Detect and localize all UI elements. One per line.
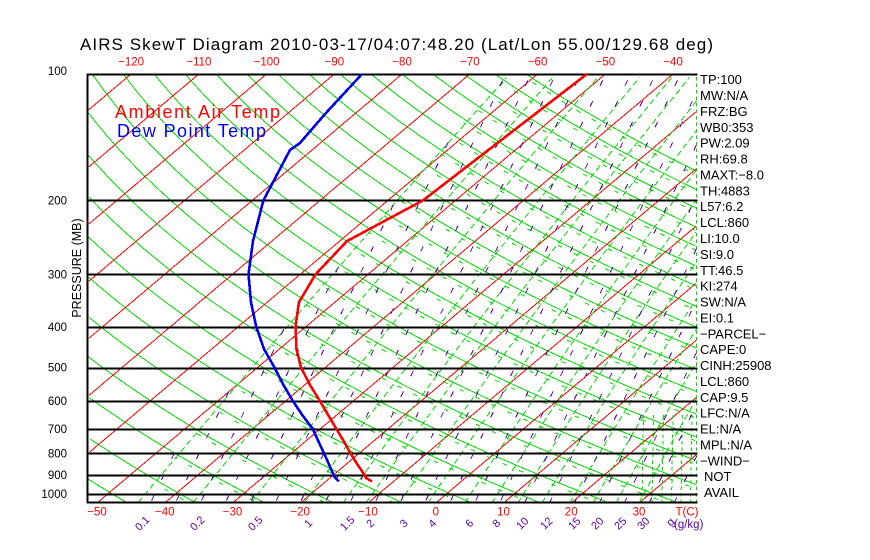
svg-text:200: 200 — [48, 195, 67, 207]
svg-text:Dew Point Temp: Dew Point Temp — [117, 121, 266, 141]
svg-text:−120: −120 — [118, 57, 144, 69]
svg-text:500: 500 — [48, 363, 67, 375]
svg-text:30: 30 — [633, 507, 646, 519]
svg-text:NOT: NOT — [704, 469, 732, 484]
svg-text:CAPE:0: CAPE:0 — [700, 342, 746, 357]
svg-text:700: 700 — [48, 424, 67, 436]
svg-text:−40: −40 — [663, 57, 683, 69]
svg-text:−50: −50 — [87, 507, 107, 519]
svg-text:20: 20 — [565, 507, 578, 519]
svg-text:LCL:860: LCL:860 — [700, 374, 749, 389]
svg-text:CAP:9.5: CAP:9.5 — [700, 390, 748, 405]
svg-text:600: 600 — [48, 396, 67, 408]
svg-text:800: 800 — [48, 448, 67, 460]
svg-text:−80: −80 — [392, 57, 412, 69]
svg-text:−WIND−: −WIND− — [700, 453, 750, 468]
svg-text:MPL:N/A: MPL:N/A — [700, 437, 752, 452]
svg-text:−90: −90 — [325, 57, 345, 69]
svg-text:TT:46.5: TT:46.5 — [700, 263, 743, 278]
svg-text:EI:0.1: EI:0.1 — [700, 310, 734, 325]
svg-text:LI:10.0: LI:10.0 — [700, 231, 740, 246]
svg-text:−70: −70 — [460, 57, 480, 69]
svg-text:SW:N/A: SW:N/A — [700, 295, 746, 310]
svg-text:EL:N/A: EL:N/A — [700, 422, 742, 437]
svg-text:100: 100 — [48, 66, 67, 78]
svg-text:RH:69.8: RH:69.8 — [700, 152, 748, 167]
svg-text:TH:4883: TH:4883 — [700, 183, 750, 198]
svg-text:L57:6.2: L57:6.2 — [700, 199, 743, 214]
svg-text:LCL:860: LCL:860 — [700, 215, 749, 230]
svg-text:−20: −20 — [290, 507, 310, 519]
svg-text:AIRS SkewT Diagram 2010-03-17/: AIRS SkewT Diagram 2010-03-17/04:07:48.2… — [80, 35, 713, 54]
svg-text:LFC:N/A: LFC:N/A — [700, 406, 750, 421]
svg-text:Ambient Air Temp: Ambient Air Temp — [115, 102, 280, 122]
svg-text:CINH:25908: CINH:25908 — [700, 358, 772, 373]
svg-text:AVAIL: AVAIL — [704, 485, 739, 500]
svg-text:(g/kg): (g/kg) — [674, 519, 704, 531]
svg-text:10: 10 — [497, 507, 510, 519]
svg-text:MW:N/A: MW:N/A — [700, 88, 748, 103]
svg-text:−10: −10 — [358, 507, 378, 519]
svg-text:PW:2.09: PW:2.09 — [700, 136, 750, 151]
svg-text:1000: 1000 — [41, 489, 67, 501]
svg-text:WB0:353: WB0:353 — [700, 120, 753, 135]
svg-text:KI:274: KI:274 — [700, 279, 738, 294]
svg-text:MAXT:−8.0: MAXT:−8.0 — [700, 168, 764, 183]
svg-text:400: 400 — [48, 322, 67, 334]
svg-text:−30: −30 — [223, 507, 243, 519]
svg-text:−100: −100 — [254, 57, 280, 69]
svg-text:−40: −40 — [155, 507, 175, 519]
svg-text:−50: −50 — [596, 57, 616, 69]
svg-text:TP:100: TP:100 — [700, 72, 742, 87]
svg-text:300: 300 — [48, 269, 67, 281]
svg-text:PRESSURE (MB): PRESSURE (MB) — [70, 218, 84, 317]
svg-text:SI:9.0: SI:9.0 — [700, 247, 734, 262]
svg-text:FRZ:BG: FRZ:BG — [700, 104, 748, 119]
svg-text:900: 900 — [48, 470, 67, 482]
svg-text:−PARCEL−: −PARCEL− — [700, 326, 766, 341]
svg-text:−110: −110 — [186, 57, 211, 69]
svg-text:−60: −60 — [528, 57, 548, 69]
svg-text:T(C): T(C) — [676, 507, 699, 519]
svg-text:0: 0 — [433, 507, 439, 519]
